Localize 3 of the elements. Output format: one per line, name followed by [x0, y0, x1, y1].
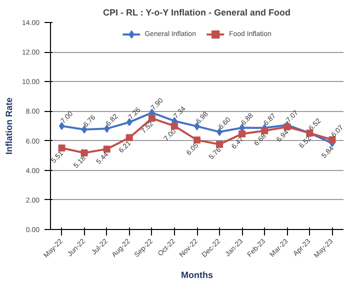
chart-title: CPI - RL : Y-o-Y Inflation - General and Food [103, 8, 291, 18]
x-axis-title: Months [181, 270, 214, 280]
y-axis-title: Inflation Rate [4, 97, 14, 154]
